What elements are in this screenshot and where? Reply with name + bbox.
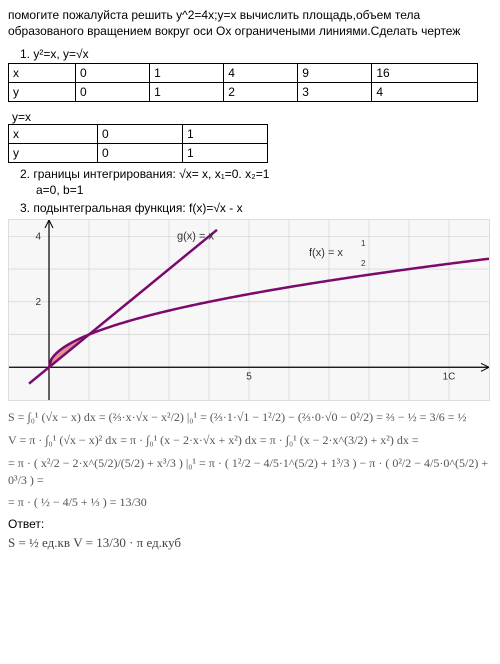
- problem-statement: помогите пожалуйста решить y^2=4x;y=x вы…: [8, 8, 492, 39]
- cell: x: [9, 125, 98, 144]
- section1-label: 1. y²=x, y=√x: [20, 47, 492, 61]
- answer-text: S = ½ ед.кв V = 13/30 · π ед.куб: [8, 535, 492, 551]
- table-row: x 0 1 4 9 16: [9, 64, 478, 83]
- table-yx: x 0 1 y 0 1: [8, 124, 268, 163]
- cell: 2: [224, 83, 298, 102]
- svg-text:f(x) = x: f(x) = x: [309, 247, 343, 259]
- cell: 1: [183, 125, 268, 144]
- table-row: y 0 1 2 3 4: [9, 83, 478, 102]
- cell: 9: [298, 64, 372, 83]
- cell: 0: [76, 64, 150, 83]
- yx-label: y=x: [12, 110, 492, 124]
- cell: 0: [76, 83, 150, 102]
- svg-text:2: 2: [35, 297, 41, 308]
- cell: y: [9, 83, 76, 102]
- cell: 3: [298, 83, 372, 102]
- section2-sub: a=0, b=1: [36, 183, 492, 197]
- formula-volume-3: = π · ( ½ − 4/5 + ⅓ ) = 13/30: [8, 494, 492, 511]
- cell: y: [9, 144, 98, 163]
- cell: 16: [372, 64, 478, 83]
- svg-text:2: 2: [361, 259, 366, 268]
- formula-volume-1: V = π · ∫₀¹ (√x − x)² dx = π · ∫₀¹ (x − …: [8, 432, 492, 449]
- section2-label: 2. границы интегрирования: √x= x, x₁=0. …: [20, 167, 492, 181]
- formula-volume-2: = π · ( x²/2 − 2·x^(5/2)/(5/2) + x³/3 ) …: [8, 455, 492, 489]
- svg-text:5: 5: [246, 371, 252, 382]
- cell: 0: [98, 125, 183, 144]
- svg-text:4: 4: [35, 232, 41, 243]
- table-sqrt: x 0 1 4 9 16 y 0 1 2 3 4: [8, 63, 478, 102]
- chart: 5 1C 2 4 g(x) = x f(x) = x 1 2: [8, 219, 490, 401]
- section3-label: 3. подынтегральная функция: f(x)=√x - x: [20, 201, 492, 215]
- cell: 4: [224, 64, 298, 83]
- svg-text:1C: 1C: [443, 371, 456, 382]
- cell: 1: [150, 64, 224, 83]
- svg-text:g(x) = x: g(x) = x: [177, 231, 214, 243]
- cell: x: [9, 64, 76, 83]
- cell: 4: [372, 83, 478, 102]
- table-row: y 0 1: [9, 144, 268, 163]
- formula-area: S = ∫₀¹ (√x − x) dx = (⅔·x·√x − x²/2) |₀…: [8, 409, 492, 426]
- answer-label: Ответ:: [8, 517, 492, 531]
- chart-svg: 5 1C 2 4 g(x) = x f(x) = x 1 2: [9, 220, 489, 400]
- table-row: x 0 1: [9, 125, 268, 144]
- svg-text:1: 1: [361, 239, 366, 248]
- cell: 1: [150, 83, 224, 102]
- cell: 0: [98, 144, 183, 163]
- cell: 1: [183, 144, 268, 163]
